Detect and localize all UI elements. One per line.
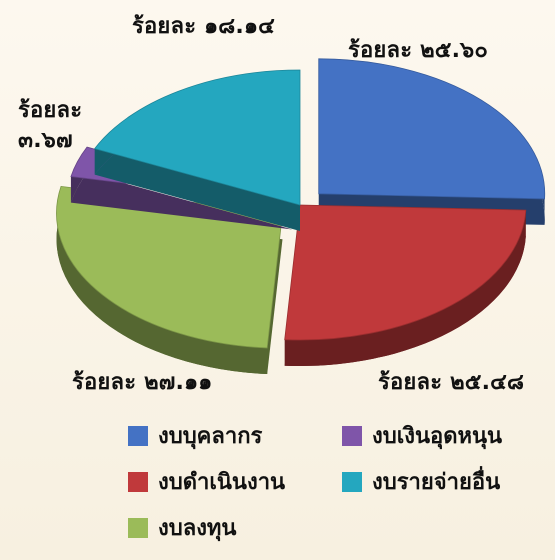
legend-label-งบบุคลากร: งบบุคลากร [158,424,263,449]
pie-slice-edge-งบลงทุน [56,186,268,374]
legend-label-งบลงทุน: งบลงทุน [158,516,237,541]
data-label-งบลงทุน: ร้อยละ ๒๗.๑๑ [72,370,213,395]
pie-slice-side-งบเงินอุดหนุน [70,173,293,230]
legend-label-งบรายจ่ายอื่น: งบรายจ่ายอื่น [372,470,501,495]
legend-item-งบเงินอุดหนุน: งบเงินอุดหนุน [342,418,502,453]
pie-slice-งบบุคลากร [318,58,546,200]
data-label-งบดำเนินงาน: ร้อยละ ๒๕.๔๘ [378,370,525,395]
legend-item-งบบุคลากร: งบบุคลากร [128,418,262,453]
legend-swatch-งบลงทุน [128,517,148,538]
data-label-งบรายจ่ายอื่น: ร้อยละ ๑๘.๑๔ [132,14,275,39]
pie-slice-งบรายจ่ายอื่น [93,69,301,206]
pie-slice-งบลงทุน [56,185,283,349]
legend-item-งบลงทุน: งบลงทุน [128,510,236,545]
pie-slice-งบดำเนินงาน [284,204,527,341]
legend-item-งบดำเนินงาน: งบดำเนินงาน [128,464,285,499]
legend-swatch-งบรายจ่ายอื่น [342,471,362,492]
legend-label-งบดำเนินงาน: งบดำเนินงาน [158,470,286,495]
data-label-งบเงินอุดหนุน: ร้อยละ ๓.๖๗ [18,98,83,153]
legend-swatch-งบบุคลากร [128,425,148,446]
pie-slices-group [56,58,546,374]
legend-label-งบเงินอุดหนุน: งบเงินอุดหนุน [372,424,503,449]
data-label-งบบุคลากร: ร้อยละ ๒๕.๖๐ [348,38,488,63]
legend-item-งบรายจ่ายอื่น: งบรายจ่ายอื่น [342,464,500,499]
legend-swatch-งบดำเนินงาน [128,471,148,492]
pie-slice-edge-งบดำเนินงาน [284,210,526,366]
legend-swatch-งบเงินอุดหนุน [342,425,362,446]
